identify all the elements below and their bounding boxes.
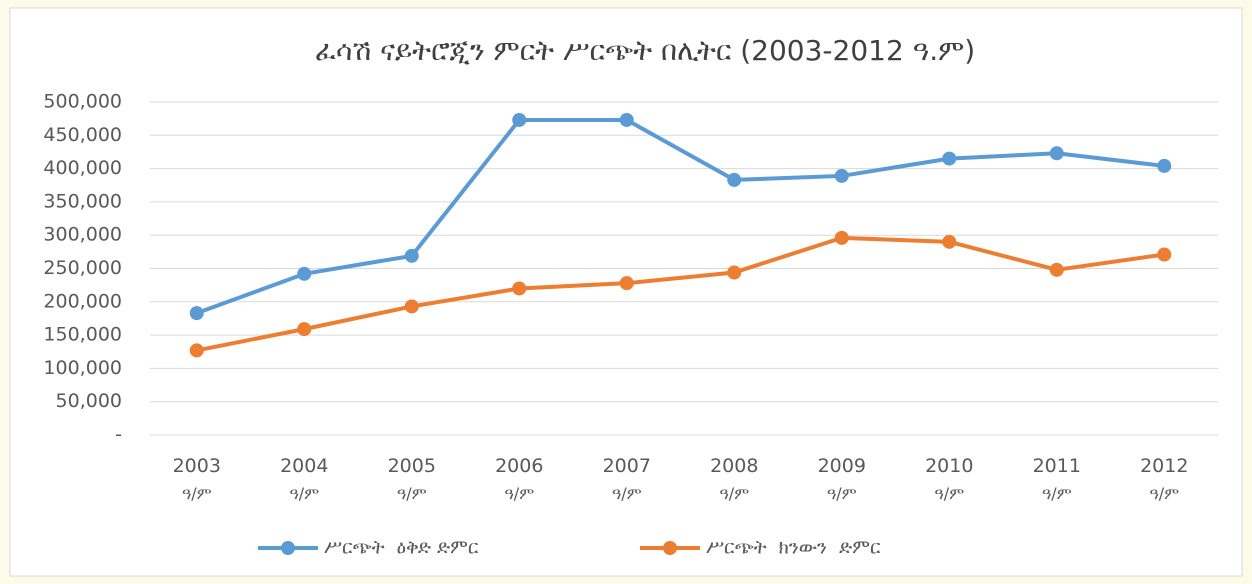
marker bbox=[1157, 247, 1172, 262]
marker bbox=[404, 248, 419, 263]
legend-marker bbox=[663, 541, 677, 555]
y-tick-label: 300,000 bbox=[43, 224, 122, 246]
marker bbox=[189, 343, 204, 358]
y-tick-label: 250,000 bbox=[43, 257, 122, 279]
legend-marker bbox=[281, 541, 295, 555]
marker bbox=[727, 172, 742, 187]
marker bbox=[834, 230, 849, 245]
x-tick-label: 2007 ዓ/ም bbox=[603, 455, 651, 503]
marker bbox=[942, 151, 957, 166]
x-tick-label: 2010 ዓ/ም bbox=[925, 455, 973, 503]
y-tick-label: 350,000 bbox=[43, 190, 122, 212]
marker bbox=[942, 234, 957, 249]
marker bbox=[189, 306, 204, 321]
marker bbox=[297, 266, 312, 281]
marker bbox=[512, 112, 527, 127]
y-tick-label: 200,000 bbox=[43, 290, 122, 312]
marker bbox=[619, 276, 634, 291]
y-tick-label: 100,000 bbox=[43, 357, 122, 379]
marker bbox=[297, 322, 312, 337]
x-tick-label: 2008 ዓ/ም bbox=[710, 455, 758, 503]
x-tick-label: 2005 ዓ/ም bbox=[388, 455, 436, 503]
y-tick-label: - bbox=[115, 424, 122, 446]
x-tick-label: 2012 ዓ/ም bbox=[1140, 455, 1188, 503]
marker bbox=[512, 281, 527, 296]
x-tick-label: 2004 ዓ/ም bbox=[280, 455, 328, 503]
line bbox=[196, 235, 1165, 353]
x-tick-label: 2006 ዓ/ም bbox=[495, 455, 543, 503]
marker bbox=[834, 168, 849, 183]
marker bbox=[727, 265, 742, 280]
legend-label: ሥርጭት ክንውን ድምር bbox=[706, 537, 881, 559]
chart-title: ፈሳሽ ናይትሮጂን ምርት ሥርጭት በሊትር (2003-2012 ዓ.ም) bbox=[315, 34, 975, 67]
y-tick-label: 50,000 bbox=[56, 390, 122, 412]
y-tick-label: 400,000 bbox=[43, 157, 122, 179]
y-tick-label: 500,000 bbox=[43, 91, 122, 113]
marker bbox=[1049, 146, 1064, 161]
marker bbox=[404, 299, 419, 314]
y-tick-label: 450,000 bbox=[43, 124, 122, 146]
x-tick-label: 2009 ዓ/ም bbox=[818, 455, 866, 503]
x-tick-label: 2011 ዓ/ም bbox=[1033, 455, 1081, 503]
line bbox=[196, 117, 1165, 316]
legend-label: ሥርጭት ዕቅድ ድምር bbox=[324, 537, 479, 559]
marker bbox=[1049, 262, 1064, 277]
x-tick-label: 2003 ዓ/ም bbox=[173, 455, 221, 503]
marker bbox=[1157, 158, 1172, 173]
chart-area bbox=[9, 7, 1243, 577]
marker bbox=[619, 112, 634, 127]
y-tick-label: 150,000 bbox=[43, 324, 122, 346]
